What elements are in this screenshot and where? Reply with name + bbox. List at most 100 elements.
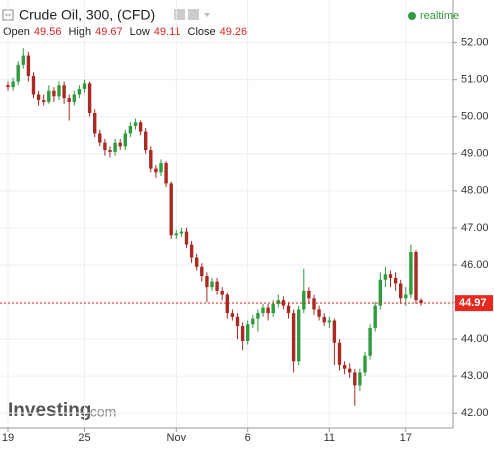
candle-body	[271, 303, 275, 314]
candle-body	[332, 320, 337, 343]
candle-body	[67, 98, 71, 102]
candle-body	[205, 276, 209, 288]
chart-title: Crude Oil, 300, (CFD)	[19, 7, 155, 23]
candle-body	[62, 85, 66, 99]
candle-body	[144, 131, 148, 151]
candle-body	[261, 307, 265, 314]
y-tick-label: 51.00	[461, 74, 489, 86]
candle-body	[11, 81, 15, 88]
candle-body	[98, 133, 102, 143]
candle-body	[179, 231, 184, 234]
candle-body	[42, 100, 46, 102]
y-tick-label: 50.00	[461, 111, 489, 123]
candle-body	[251, 318, 255, 325]
candle-body	[77, 88, 82, 95]
candle-body	[240, 326, 245, 341]
candle-body	[103, 142, 107, 151]
candle-body	[57, 85, 61, 97]
y-tick-label: 42.00	[461, 407, 489, 419]
x-tick-label: 25	[78, 432, 90, 444]
y-tick-label: 47.00	[461, 222, 489, 234]
candle-body	[286, 305, 291, 314]
candle-body	[159, 163, 163, 173]
candle-body	[6, 85, 10, 88]
legend-value: 49.67	[95, 26, 123, 38]
candle-body	[108, 150, 112, 152]
candle-body	[26, 55, 31, 76]
candle-body	[36, 94, 41, 101]
y-tick-label: 43.00	[461, 370, 489, 382]
legend-label: Open	[3, 26, 30, 38]
candle-body	[220, 290, 224, 295]
candle-body	[72, 94, 76, 102]
candle-body	[302, 290, 306, 310]
candle-body	[388, 274, 393, 278]
candle-body	[118, 142, 122, 147]
settings-icon[interactable]	[174, 9, 185, 20]
candle-body	[414, 251, 418, 301]
candle-body	[210, 281, 214, 288]
legend-value: 49.56	[34, 26, 62, 38]
candle-body	[184, 231, 189, 245]
candle-body	[256, 313, 260, 319]
candle-body	[82, 83, 87, 89]
candle-body	[337, 342, 342, 366]
x-tick-label: 19	[2, 432, 14, 444]
candle-body	[123, 133, 127, 147]
candle-body	[52, 90, 56, 97]
legend-value: 49.26	[220, 26, 248, 38]
candle-body	[378, 279, 382, 306]
candle-body	[353, 372, 357, 386]
candle-body	[348, 368, 352, 373]
candle-body	[322, 316, 326, 323]
legend-label: Low	[130, 26, 150, 38]
candle-body	[195, 257, 199, 267]
candle-body	[21, 55, 25, 65]
candle-body	[16, 64, 20, 82]
candle-body	[235, 316, 240, 327]
legend-label: High	[68, 26, 91, 38]
legend-label: Close	[188, 26, 216, 38]
candle-body	[291, 313, 296, 362]
candle-body	[281, 300, 286, 306]
candle-body	[342, 365, 347, 369]
candle-body	[87, 83, 92, 114]
y-tick-label: 46.00	[461, 259, 489, 271]
candle-body	[133, 122, 138, 126]
candle-body	[189, 244, 194, 258]
candle-body	[383, 274, 388, 280]
candle-body	[363, 355, 367, 373]
watermark-suffix: .com	[86, 404, 116, 420]
candle-body	[358, 372, 362, 386]
close-icon[interactable]	[188, 9, 199, 20]
candle-body	[225, 294, 229, 314]
candle-body	[317, 309, 321, 317]
candle-body	[393, 277, 398, 284]
candle-body	[138, 122, 143, 132]
candle-body	[154, 168, 158, 173]
candle-body	[409, 251, 413, 295]
x-tick-label: 17	[400, 432, 412, 444]
candle-body	[276, 300, 280, 304]
candle-body	[373, 305, 377, 328]
dropdown-arrow[interactable]	[204, 13, 210, 17]
candle-body	[47, 90, 51, 102]
candle-body	[113, 142, 117, 152]
y-tick-label: 48.00	[461, 185, 489, 197]
candle-body	[312, 298, 316, 310]
candle-body	[327, 320, 331, 323]
candle-body	[93, 113, 97, 134]
candle-body	[307, 290, 311, 299]
candle-body	[149, 150, 153, 169]
candle-body	[399, 283, 403, 299]
realtime-dot	[408, 12, 416, 20]
candle-body	[246, 324, 250, 341]
candle-body	[215, 281, 219, 291]
x-tick-label: 6	[245, 432, 251, 444]
x-tick-label: 11	[324, 432, 335, 444]
candle-body	[31, 75, 36, 95]
legend-value: 49.11	[154, 26, 181, 38]
candle-body	[169, 183, 173, 236]
candle-body	[230, 313, 235, 317]
